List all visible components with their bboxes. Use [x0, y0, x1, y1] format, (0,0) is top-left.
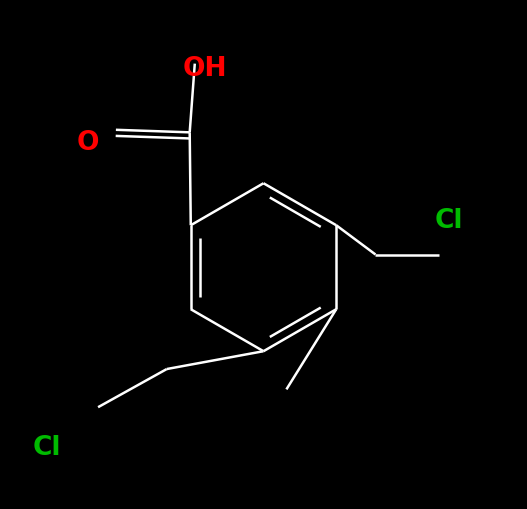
Text: O: O — [76, 129, 99, 156]
Text: Cl: Cl — [435, 208, 464, 235]
Text: OH: OH — [183, 55, 227, 82]
Text: Cl: Cl — [33, 435, 62, 461]
